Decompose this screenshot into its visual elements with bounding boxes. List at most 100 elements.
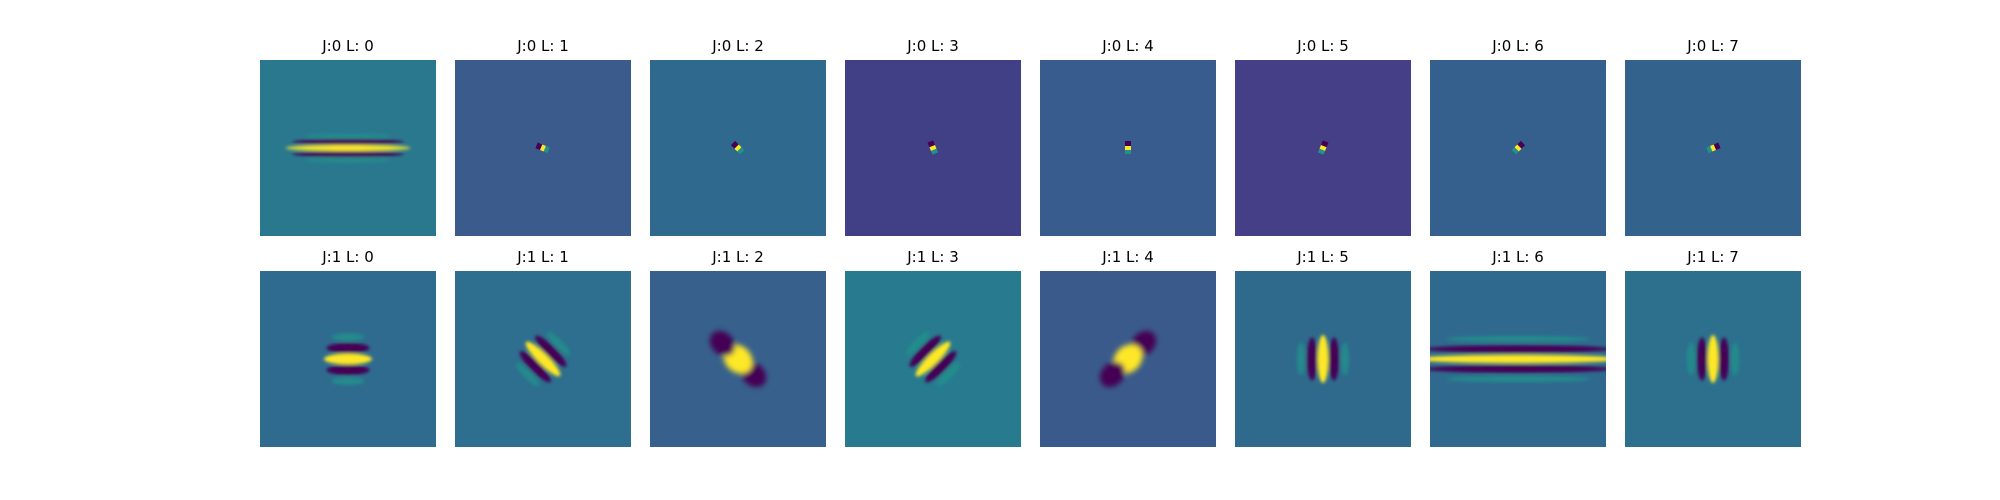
filter-panel: J:0 L: 4 [1040,37,1216,236]
kernel-lobe-positive [1125,146,1131,150]
kernel-lobe-negative [1430,365,1606,373]
kernel-lobe-side [331,332,365,342]
kernel-lobe-negative [1697,337,1707,381]
panel-title: J:0 L: 6 [1491,37,1544,55]
kernel-lobe-negative [925,351,957,383]
kernel-lobe-positive [285,145,411,151]
panel-title: J:0 L: 4 [1101,37,1154,55]
kernel-lobe-negative [709,330,736,357]
kernel-lobe-negative [291,151,405,157]
kernel-lobe-negative [1329,337,1339,381]
filter-panel: J:1 L: 2 [650,248,826,447]
kernel-lobe-positive [929,145,937,151]
filter-panel: J:1 L: 7 [1625,248,1801,447]
kernel-lobe-side [515,362,540,387]
kernel-lobe-side [331,376,365,386]
kernel-lobe-side [1317,148,1326,155]
kernel-lobe-side [1706,145,1713,154]
kernel-lobe-negative [1125,141,1131,146]
kernel-lobe-positive [525,341,561,377]
kernel-lobe-negative [326,365,370,375]
kernel-lobe-positive [1430,354,1606,364]
panel-title: J:0 L: 0 [321,37,374,55]
panel-title: J:1 L: 2 [711,248,764,266]
panel-title: J:0 L: 7 [1686,37,1739,55]
kernel-lobe-negative [1517,140,1526,149]
kernel-lobe-negative [1320,140,1329,148]
filter-kernel [285,133,411,163]
kernel-lobe-side [1730,342,1740,376]
filter-panel: J:0 L: 5 [1235,37,1411,236]
kernel-lobe-negative [927,140,936,148]
kernel-lobe-negative [909,335,941,367]
kernel-lobe-negative [1099,361,1126,388]
kernel-lobe-positive [1319,145,1327,151]
kernel-lobe-positive [540,144,546,152]
filter-panel: J:1 L: 6 [1430,248,1606,447]
filter-kernel [730,140,745,155]
filter-kernel [535,142,550,154]
filter-kernel [1125,141,1131,154]
filter-kernel [515,331,571,387]
filter-panel: J:0 L: 6 [1430,37,1606,236]
kernel-lobe-negative [326,343,370,353]
kernel-lobe-side [1340,342,1350,376]
filter-panel: J:1 L: 1 [455,248,631,447]
kernel-lobe-side [905,331,930,356]
kernel-lobe-negative [1430,345,1606,353]
panel-title: J:1 L: 3 [906,248,959,266]
kernel-lobe-side [1125,150,1131,154]
filter-kernel [1706,142,1721,154]
kernel-lobe-positive [1710,144,1716,152]
panel-title: J:0 L: 5 [1296,37,1349,55]
filter-kernel [1099,330,1157,388]
kernel-lobe-side [543,145,550,154]
filter-panel: J:0 L: 2 [650,37,826,236]
kernel-lobe-negative [291,139,405,145]
filter-panel: J:0 L: 0 [260,37,436,236]
kernel-lobe-negative [730,140,739,149]
panel-title: J:0 L: 3 [906,37,959,55]
panel-grid: J:0 L: 0 J:0 L: 1 J:0 L: 2 J:0 L: 3 J:0 L: 4… [260,37,1801,447]
panel-title: J:1 L: 0 [321,248,374,266]
filter-kernel [1296,335,1350,383]
kernel-lobe-positive [1707,335,1719,383]
filter-kernel [1511,140,1526,155]
panel-title: J:1 L: 4 [1101,248,1154,266]
panel-title: J:1 L: 7 [1686,248,1739,266]
kernel-lobe-side [546,331,571,356]
panel-title: J:1 L: 5 [1296,248,1349,266]
filter-panel: J:0 L: 3 [845,37,1021,236]
filter-panel: J:1 L: 3 [845,248,1021,447]
kernel-lobe-negative [535,335,567,367]
filter-panel: J:0 L: 1 [455,37,631,236]
kernel-lobe-side [737,147,745,155]
kernel-lobe-side [1511,147,1519,155]
filter-kernel [324,332,372,386]
filter-kernel [1317,140,1329,155]
panel-title: J:1 L: 1 [516,248,569,266]
kernel-lobe-negative [535,142,543,151]
kernel-lobe-negative [1713,142,1721,151]
kernel-lobe-side [305,133,391,139]
panel-title: J:0 L: 1 [516,37,569,55]
panel-title: J:1 L: 6 [1491,248,1544,266]
kernel-lobe-side [1296,342,1306,376]
kernel-lobe-positive [734,144,742,152]
filter-panel: J:1 L: 0 [260,248,436,447]
kernel-lobe-negative [1719,337,1729,381]
kernel-lobe-side [305,157,391,163]
kernel-lobe-side [930,148,939,155]
kernel-lobe-positive [1514,144,1522,152]
filter-panel: J:1 L: 4 [1040,248,1216,447]
filter-kernel [1686,335,1740,383]
kernel-lobe-side [936,362,961,387]
kernel-lobe-negative [1307,337,1317,381]
filter-kernel [927,140,939,155]
kernel-lobe-side [1446,375,1590,383]
kernel-lobe-positive [324,353,372,365]
kernel-lobe-negative [519,351,551,383]
kernel-lobe-side [1446,335,1590,343]
kernel-lobe-positive [1317,335,1329,383]
filter-panel: J:0 L: 7 [1625,37,1801,236]
